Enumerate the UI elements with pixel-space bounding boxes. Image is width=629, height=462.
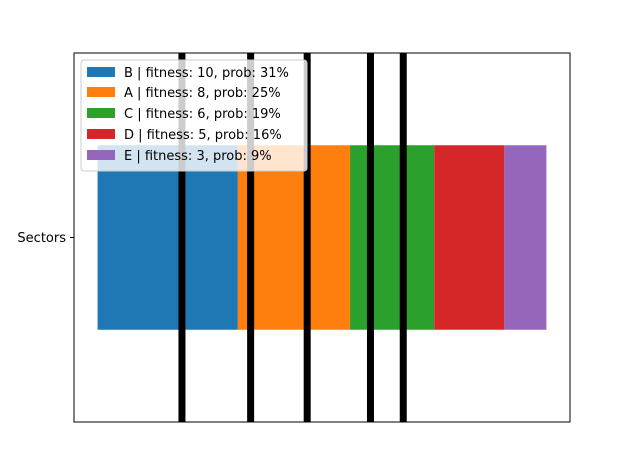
legend: B | fitness: 10, prob: 31% A | fitness: … bbox=[80, 59, 308, 172]
legend-swatch-c bbox=[87, 108, 115, 118]
bar-segment-c bbox=[350, 145, 435, 330]
legend-entry-a: A | fitness: 8, prob: 25% bbox=[87, 86, 281, 101]
ytick-label-sectors: Sectors bbox=[17, 231, 66, 246]
bar-segment-e bbox=[504, 145, 547, 330]
legend-frame bbox=[80, 59, 308, 172]
legend-entry-d: D | fitness: 5, prob: 16% bbox=[87, 128, 282, 143]
legend-swatch-a bbox=[87, 87, 115, 97]
legend-entry-b: B | fitness: 10, prob: 31% bbox=[87, 66, 289, 81]
legend-entry-e: E | fitness: 3, prob: 9% bbox=[87, 149, 272, 164]
legend-label-e: E | fitness: 3, prob: 9% bbox=[124, 149, 272, 164]
legend-label-c: C | fitness: 6, prob: 19% bbox=[124, 107, 281, 122]
legend-label-d: D | fitness: 5, prob: 16% bbox=[124, 128, 282, 143]
legend-entries: B | fitness: 10, prob: 31% A | fitness: … bbox=[87, 66, 289, 164]
bar-segment-a bbox=[237, 145, 351, 330]
bar-segment-d bbox=[434, 145, 505, 330]
bar-segment-b bbox=[97, 145, 238, 330]
legend-label-b: B | fitness: 10, prob: 31% bbox=[124, 66, 289, 81]
legend-entry-c: C | fitness: 6, prob: 19% bbox=[87, 107, 281, 122]
legend-label-a: A | fitness: 8, prob: 25% bbox=[124, 86, 281, 101]
legend-swatch-b bbox=[87, 67, 115, 77]
legend-swatch-d bbox=[87, 129, 115, 139]
bars-layer bbox=[97, 145, 547, 330]
legend-swatch-e bbox=[87, 150, 115, 160]
